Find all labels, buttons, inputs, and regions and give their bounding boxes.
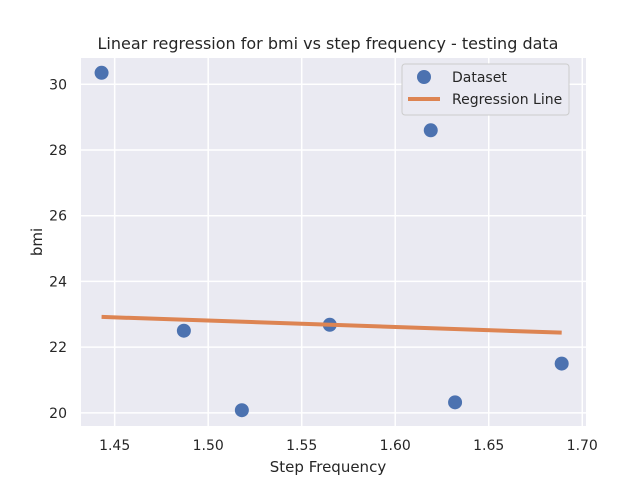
x-axis-label: Step Frequency bbox=[270, 458, 387, 476]
grid bbox=[81, 58, 586, 426]
legend-dataset-marker bbox=[417, 70, 431, 84]
y-tick-label: 30 bbox=[49, 77, 67, 93]
chart-title: Linear regression for bmi vs step freque… bbox=[98, 34, 559, 53]
data-point bbox=[448, 395, 463, 410]
x-tick-label: 1.60 bbox=[380, 438, 411, 454]
x-tick-label: 1.65 bbox=[473, 438, 504, 454]
regression-line bbox=[101, 314, 562, 335]
legend-regression-label: Regression Line bbox=[452, 92, 562, 108]
y-axis-label: bmi bbox=[28, 228, 46, 256]
data-marks bbox=[94, 65, 569, 418]
y-tick-label: 28 bbox=[49, 143, 67, 159]
data-point bbox=[554, 356, 569, 371]
legend: Dataset Regression Line bbox=[401, 63, 570, 116]
data-point bbox=[234, 403, 249, 418]
legend-box bbox=[401, 63, 570, 116]
x-tick-label: 1.50 bbox=[193, 438, 224, 454]
y-tick-label: 22 bbox=[49, 340, 67, 356]
plot-area bbox=[81, 58, 586, 426]
y-tick-label: 24 bbox=[49, 274, 67, 290]
data-point bbox=[423, 123, 438, 138]
y-tick-label: 26 bbox=[49, 209, 67, 225]
data-point bbox=[176, 323, 191, 338]
x-tick-labels: 1.45 1.50 1.55 1.60 1.65 1.70 bbox=[99, 438, 598, 454]
x-tick-label: 1.45 bbox=[99, 438, 130, 454]
x-tick-label: 1.55 bbox=[286, 438, 317, 454]
y-tick-label: 20 bbox=[49, 406, 67, 422]
y-tick-labels: 20 22 24 26 28 30 bbox=[49, 77, 67, 422]
data-point bbox=[94, 65, 109, 80]
x-tick-label: 1.70 bbox=[567, 438, 598, 454]
legend-dataset-label: Dataset bbox=[452, 70, 507, 86]
